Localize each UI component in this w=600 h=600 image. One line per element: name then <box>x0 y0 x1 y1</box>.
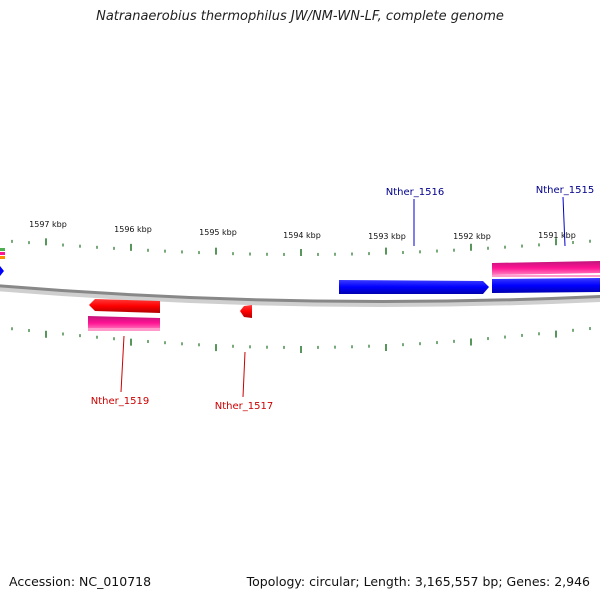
gene-nther-1519-arrow[interactable] <box>89 299 160 313</box>
edge-feature-blue-arrow <box>0 266 4 276</box>
gene-label-nther-1516[interactable]: Nther_1516 <box>386 187 444 198</box>
genome-summary-text: Topology: circular; Length: 3,165,557 bp… <box>246 574 590 589</box>
edge-feature-magenta <box>0 252 5 255</box>
scale-ticks-inner <box>11 327 591 353</box>
feature-magenta-lower <box>88 316 160 330</box>
connector-nther-1517 <box>242 351 246 398</box>
edge-feature-orange <box>0 256 5 259</box>
map-title: Natranaerobius thermophilus JW/NM-WN-LF,… <box>96 9 504 24</box>
connector-nther-1519 <box>120 335 125 393</box>
scale-ticks-outer <box>11 238 591 256</box>
scale-label: 1592 kbp <box>453 232 491 241</box>
scale-label: 1597 kbp <box>29 220 67 229</box>
gene-label-nther-1517[interactable]: Nther_1517 <box>215 401 273 412</box>
gene-label-nther-1515[interactable]: Nther_1515 <box>536 185 594 196</box>
scale-label: 1591 kbp <box>538 231 576 240</box>
scale-label: 1594 kbp <box>283 231 321 240</box>
genome-backbone <box>0 284 600 303</box>
feature-magenta-upper-shadow <box>492 275 600 277</box>
connector-nther-1515 <box>562 196 566 247</box>
gene-nther-1516-arrow[interactable] <box>339 280 489 294</box>
scale-labels: 1597 kbp 1596 kbp 1595 kbp 1594 kbp 1593… <box>29 220 576 241</box>
gene-label-nther-1519[interactable]: Nther_1519 <box>91 396 149 407</box>
genome-backbone-shadow <box>0 286 600 307</box>
scale-label: 1593 kbp <box>368 232 406 241</box>
edge-feature-green <box>0 248 5 251</box>
feature-magenta-upper <box>492 261 600 275</box>
feature-magenta-lower-shadow <box>88 328 160 331</box>
gene-nther-1515-arrow[interactable] <box>492 278 600 293</box>
scale-label: 1595 kbp <box>199 228 237 237</box>
gene-nther-1517-arrow[interactable] <box>240 305 252 318</box>
accession-text: Accession: NC_010718 <box>9 574 152 589</box>
scale-label: 1596 kbp <box>114 225 152 234</box>
